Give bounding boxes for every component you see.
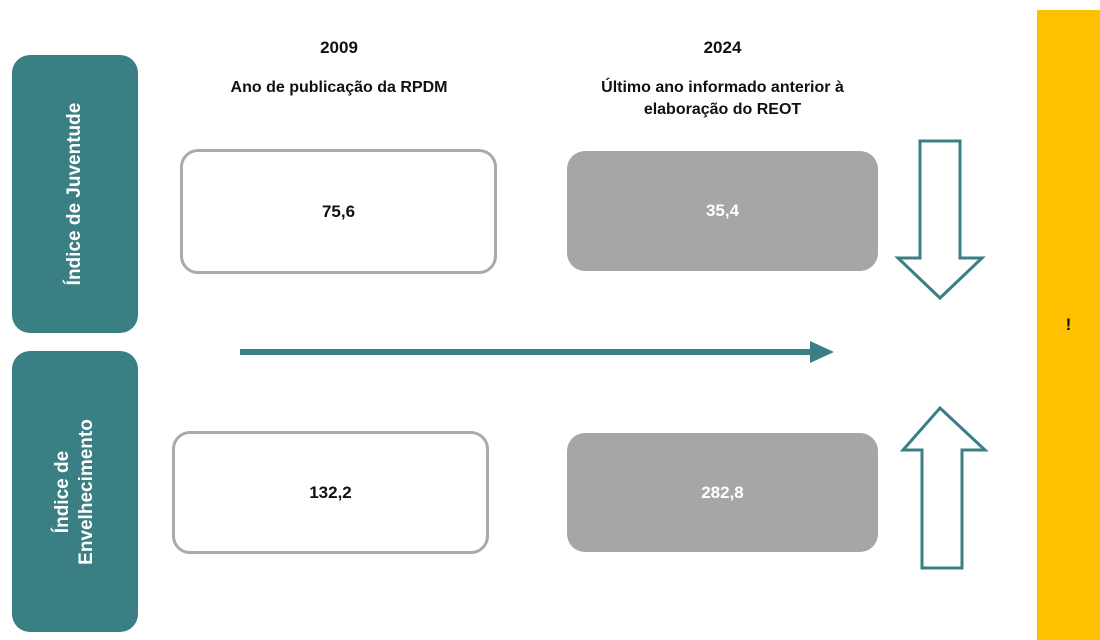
- up-arrow: [899, 405, 989, 570]
- value-box: 132,2: [172, 431, 489, 554]
- row-label: Índice de Envelhecimento: [52, 418, 97, 565]
- timeline-arrow-head: [810, 341, 834, 363]
- value-box: 75,6: [180, 149, 497, 274]
- column-description: Último ano informado anterior à elaboraç…: [601, 79, 844, 118]
- down-arrow: [894, 139, 986, 301]
- column-description: Ano de publicação da RPDM: [230, 79, 448, 96]
- row-panel: Índice de Envelhecimento: [12, 351, 138, 632]
- row-panel: Índice de Juventude: [12, 55, 138, 333]
- value-box: 35,4: [567, 151, 878, 271]
- sidebar-text: !: [1065, 315, 1072, 334]
- sidebar: !: [1037, 10, 1100, 640]
- column-year: 2009: [320, 38, 358, 57]
- row-label: Índice de Juventude: [64, 102, 85, 286]
- value-box: 282,8: [567, 433, 878, 552]
- column-year: 2024: [703, 38, 742, 57]
